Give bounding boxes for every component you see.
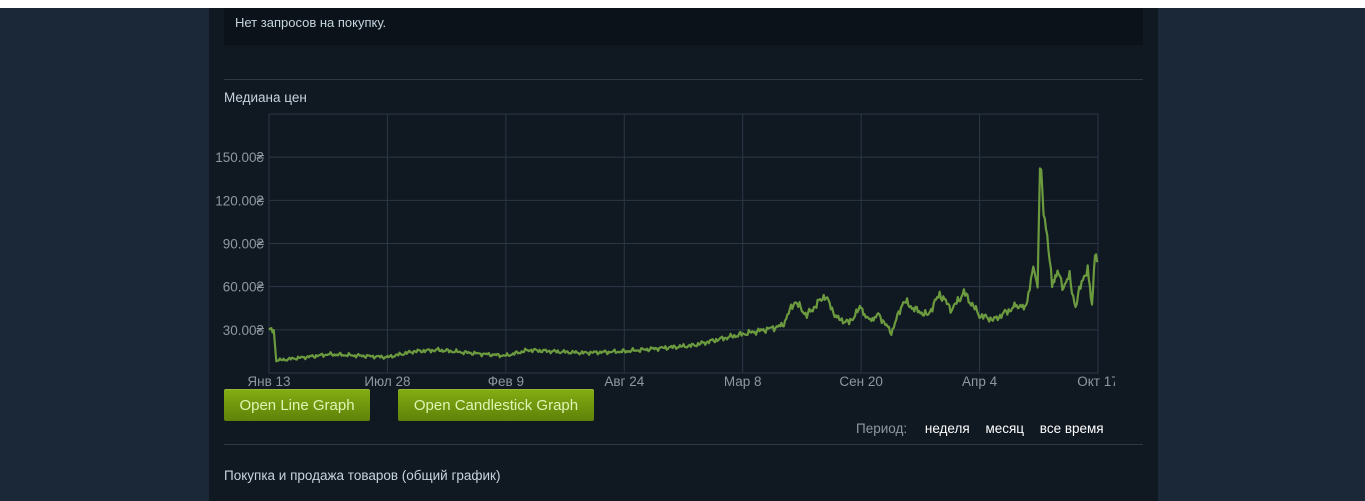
y-tick-label: 120.00₴	[215, 193, 264, 208]
top-white-strip	[0, 0, 1365, 8]
period-week-link[interactable]: неделя	[924, 421, 970, 436]
x-tick-label: Окт 17	[1077, 374, 1115, 389]
period-month-link[interactable]: месяц	[985, 421, 1025, 436]
open-line-graph-button[interactable]: Open Line Graph	[224, 389, 370, 421]
y-axis-tick-labels: 30.00₴ 60.00₴ 90.00₴ 120.00₴ 150.00₴	[215, 150, 264, 338]
median-price-chart[interactable]: 30.00₴ 60.00₴ 90.00₴ 120.00₴ 150.00₴ Янв 13 И…	[205, 108, 1115, 393]
x-tick-label: Сен 20	[839, 374, 882, 389]
period-all-time-link[interactable]: все время	[1039, 421, 1104, 436]
y-tick-label: 90.00₴	[223, 237, 265, 252]
section-divider	[224, 79, 1143, 80]
no-requests-text: Нет запросов на покупку.	[235, 15, 387, 30]
median-price-line	[268, 167, 1099, 363]
x-tick-label: Авг 24	[604, 374, 644, 389]
section-divider-2	[224, 444, 1143, 445]
median-price-title: Медиана цен	[224, 90, 307, 105]
x-tick-label: Янв 13	[247, 374, 290, 389]
chart-horizontal-grid	[269, 156, 1098, 331]
open-candlestick-graph-button[interactable]: Open Candlestick Graph	[398, 389, 594, 421]
plot-frame	[268, 113, 1099, 374]
x-tick-label: Июл 28	[364, 374, 410, 389]
x-axis-tick-labels: Янв 13 Июл 28 Фев 9 Авг 24 Мар 8 Сен 20 Апр 4 О…	[247, 374, 1115, 389]
x-tick-label: Апр 4	[962, 374, 998, 389]
buy-orders-empty-box: Нет запросов на покупку.	[224, 8, 1143, 45]
period-label: Период:	[856, 421, 908, 436]
period-selector: Период: неделя месяц все время	[856, 421, 1104, 436]
buy-sell-activity-title: Покупка и продажа товаров (общий график)	[224, 468, 501, 483]
x-tick-label: Фев 9	[488, 374, 524, 389]
y-tick-label: 60.00₴	[223, 280, 265, 295]
y-tick-label: 150.00₴	[215, 150, 264, 165]
x-tick-label: Мар 8	[724, 374, 762, 389]
y-tick-label: 30.00₴	[223, 323, 265, 338]
